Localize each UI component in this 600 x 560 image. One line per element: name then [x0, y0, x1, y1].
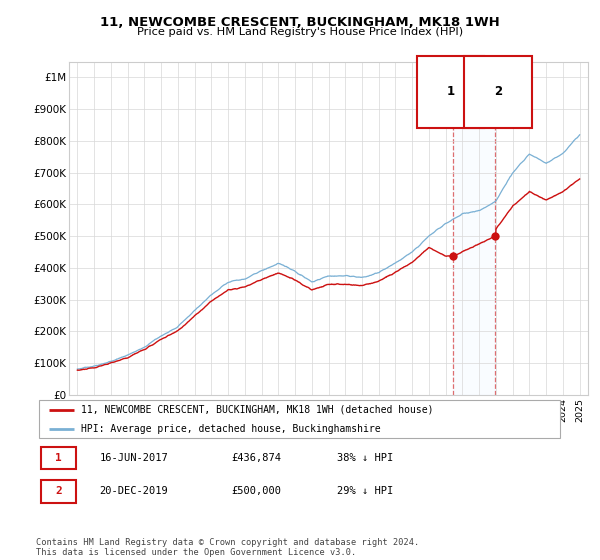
Text: Contains HM Land Registry data © Crown copyright and database right 2024.
This d: Contains HM Land Registry data © Crown c…: [36, 538, 419, 557]
Text: Price paid vs. HM Land Registry's House Price Index (HPI): Price paid vs. HM Land Registry's House …: [137, 27, 463, 37]
Text: 11, NEWCOMBE CRESCENT, BUCKINGHAM, MK18 1WH (detached house): 11, NEWCOMBE CRESCENT, BUCKINGHAM, MK18 …: [81, 405, 433, 415]
Text: 11, NEWCOMBE CRESCENT, BUCKINGHAM, MK18 1WH: 11, NEWCOMBE CRESCENT, BUCKINGHAM, MK18 …: [100, 16, 500, 29]
Text: 29% ↓ HPI: 29% ↓ HPI: [337, 487, 393, 496]
FancyBboxPatch shape: [38, 400, 560, 438]
Text: 20-DEC-2019: 20-DEC-2019: [100, 487, 168, 496]
Text: HPI: Average price, detached house, Buckinghamshire: HPI: Average price, detached house, Buck…: [81, 423, 380, 433]
FancyBboxPatch shape: [41, 447, 76, 469]
Text: £500,000: £500,000: [232, 487, 281, 496]
Bar: [453, 62, 496, 395]
FancyBboxPatch shape: [41, 480, 76, 503]
Text: £436,874: £436,874: [232, 453, 281, 463]
Text: 2: 2: [494, 85, 502, 98]
Text: 1: 1: [55, 453, 62, 463]
Text: 16-JUN-2017: 16-JUN-2017: [100, 453, 168, 463]
Text: 1: 1: [446, 85, 455, 98]
Text: 38% ↓ HPI: 38% ↓ HPI: [337, 453, 393, 463]
Text: 2: 2: [55, 487, 62, 496]
